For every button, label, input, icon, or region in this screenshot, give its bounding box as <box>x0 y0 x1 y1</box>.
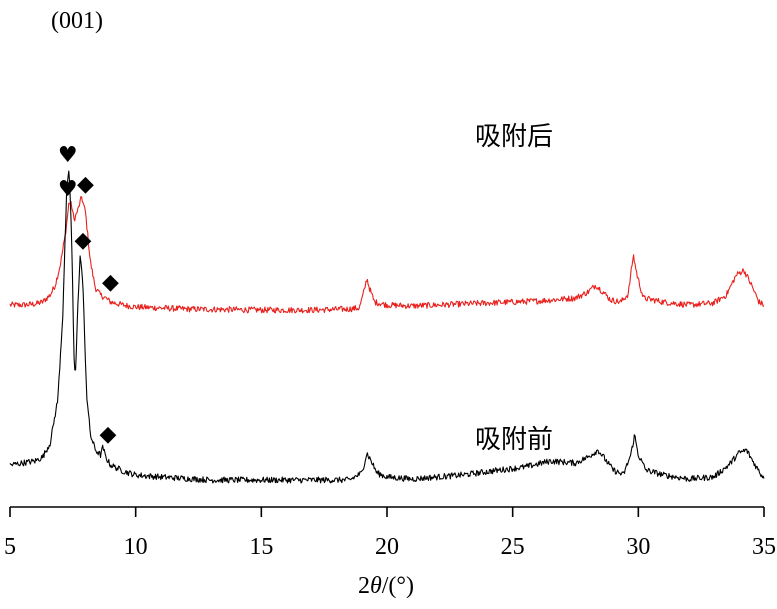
x-axis-ticks: 5 10 15 20 25 30 35 <box>4 507 776 560</box>
series-layer <box>9 170 765 484</box>
x-tick-label-0: 5 <box>4 534 16 560</box>
x-axis-title: 2θ/(°) <box>358 573 414 599</box>
x-tick-label-2: 15 <box>249 534 273 560</box>
series-label-after: 吸附后 <box>475 122 553 152</box>
heart-marker-0: ♥ <box>58 143 78 168</box>
x-axis-title-suffix: /(°) <box>382 573 414 599</box>
series-line-1 <box>9 170 765 484</box>
diamond-marker-5: ◆ <box>102 270 119 295</box>
series-line-0 <box>9 196 765 314</box>
diamond-marker-2: ◆ <box>100 422 117 447</box>
x-tick-label-5: 30 <box>626 534 650 560</box>
series-label-before: 吸附前 <box>475 425 553 455</box>
x-tick-label-6: 35 <box>752 534 776 560</box>
x-tick-label-1: 10 <box>124 534 148 560</box>
x-axis-title-prefix: 2 <box>358 573 370 599</box>
x-axis-title-symbol: θ <box>370 573 382 599</box>
diamond-marker-1: ◆ <box>74 228 91 253</box>
annotation-001: (001) <box>51 8 103 34</box>
x-tick-label-3: 20 <box>375 534 399 560</box>
heart-marker-3: ♥ <box>58 177 78 202</box>
diamond-marker-4: ◆ <box>77 172 94 197</box>
marker-layer: ♥◆◆♥ ◆◆ <box>58 143 119 447</box>
x-tick-label-4: 25 <box>501 534 525 560</box>
